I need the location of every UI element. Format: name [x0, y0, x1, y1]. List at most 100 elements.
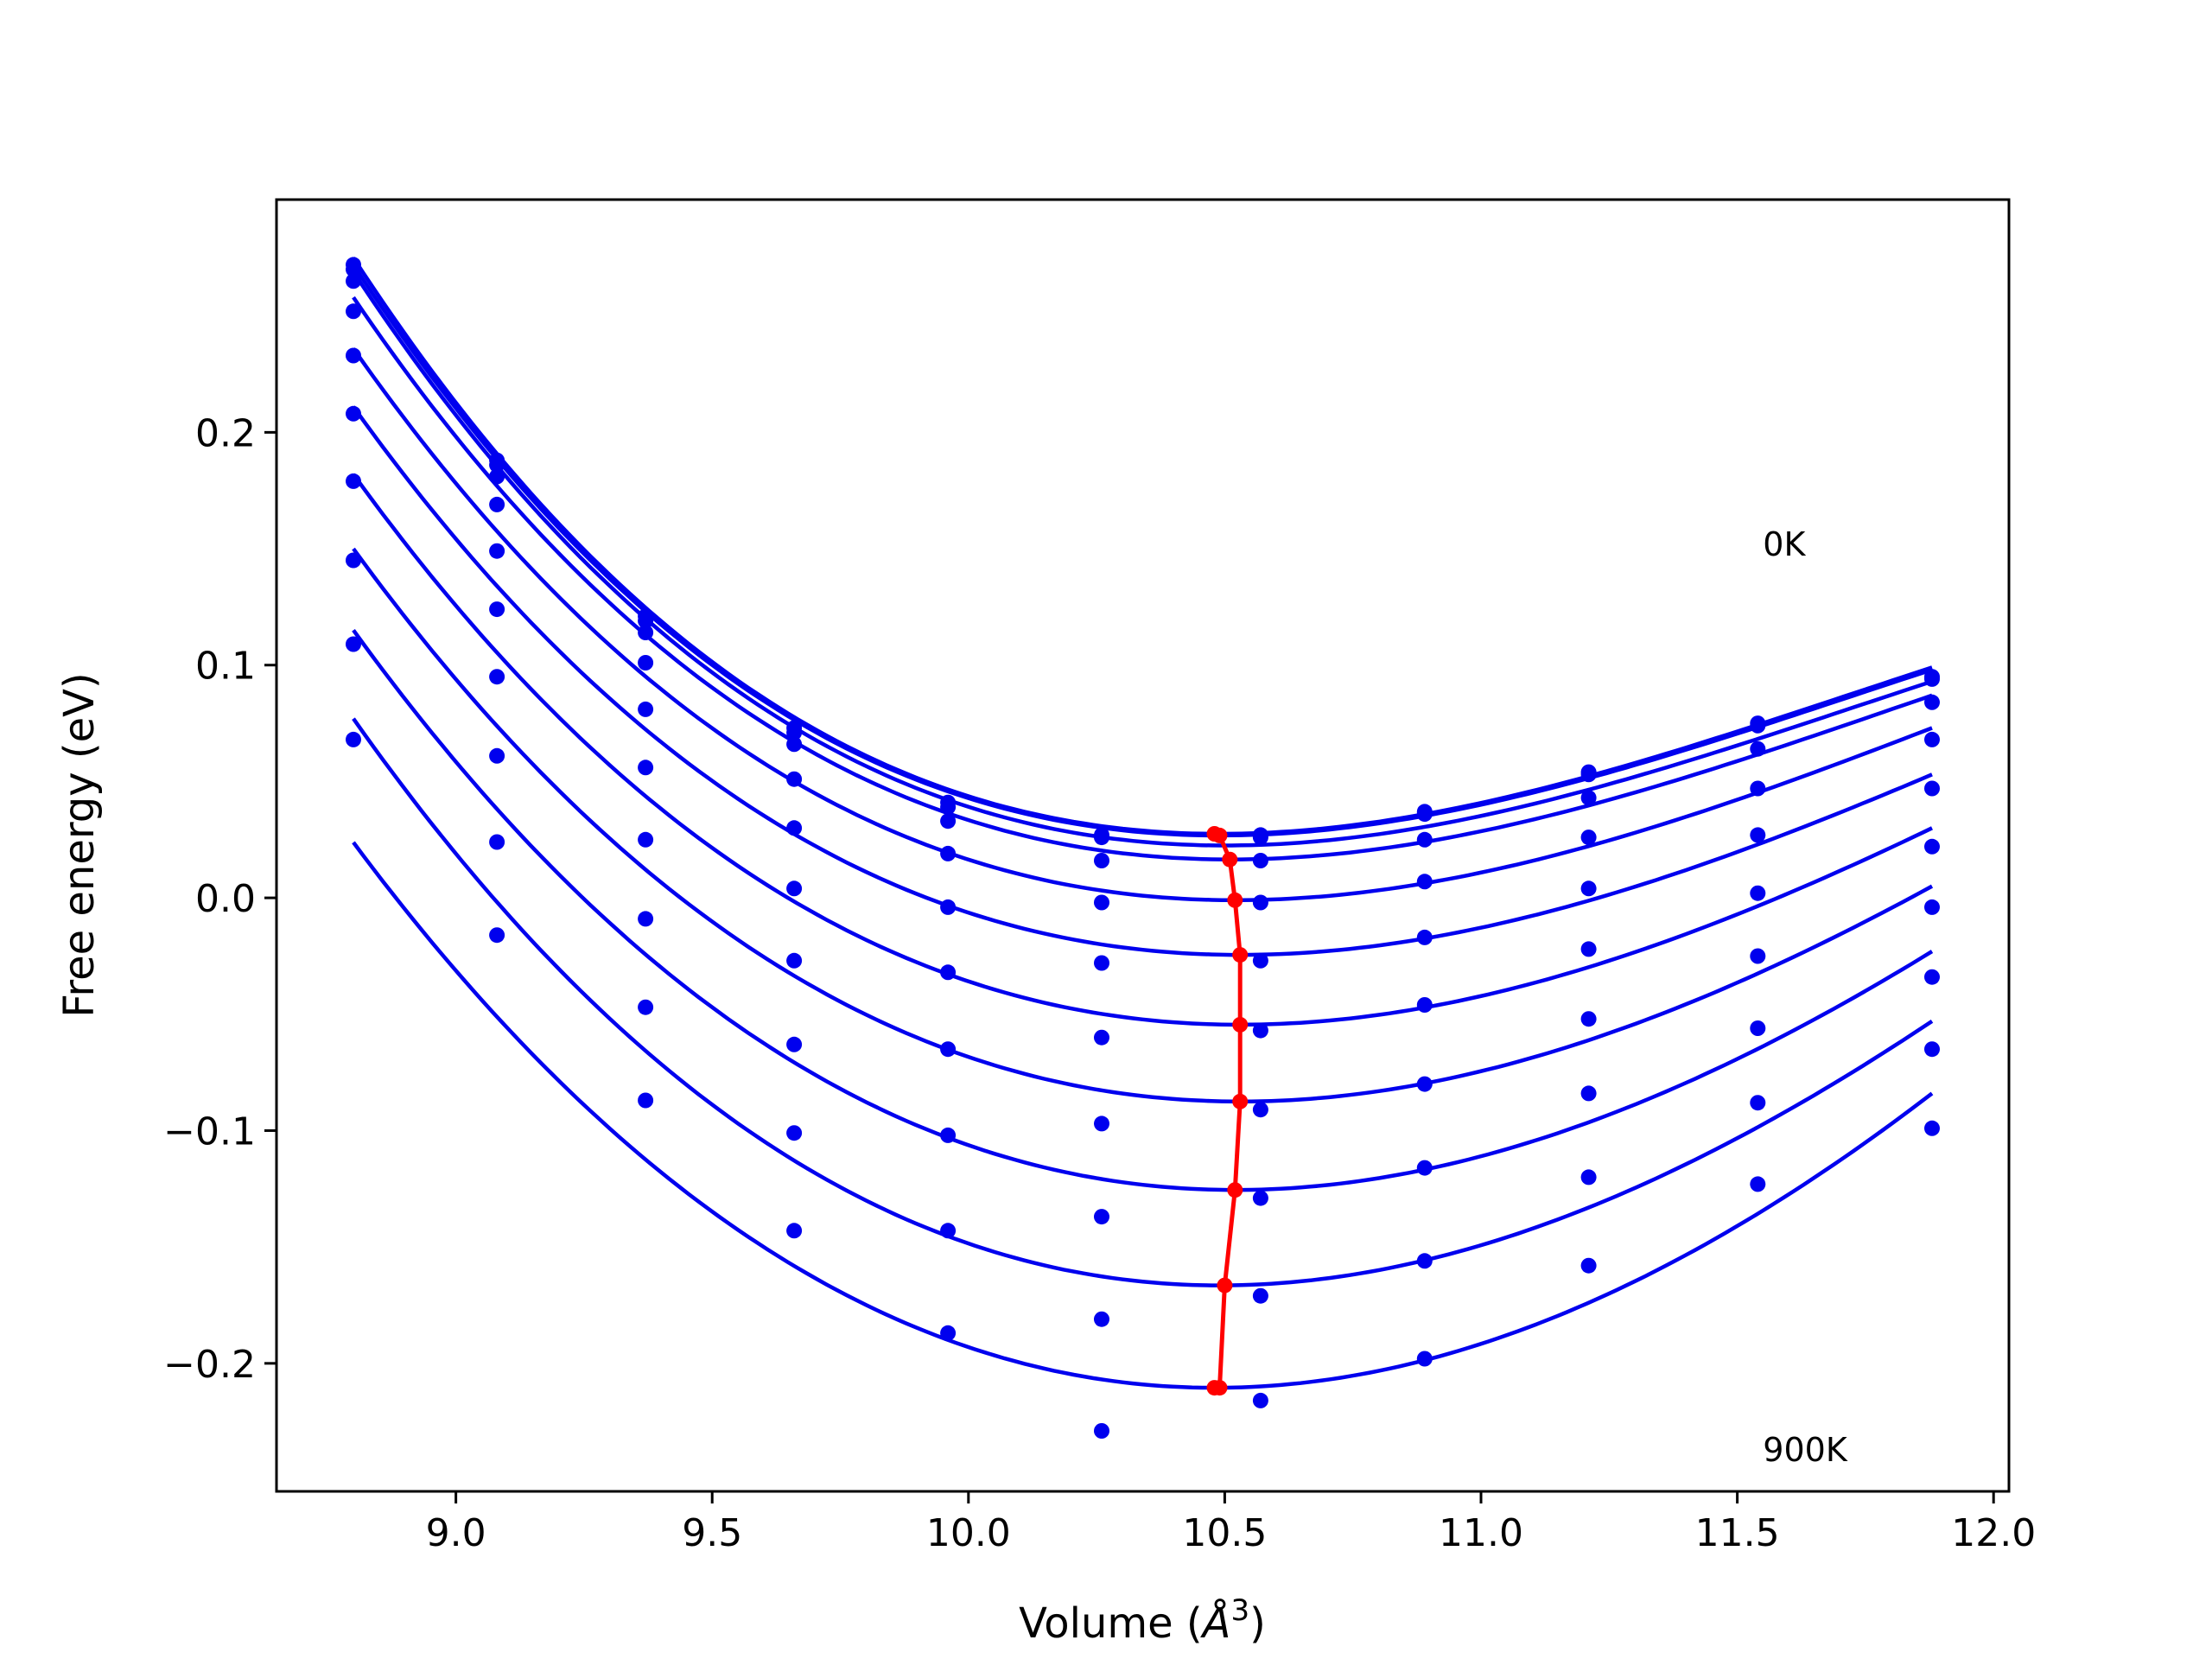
- data-point: [1580, 790, 1597, 806]
- y-tick-label: −0.2: [163, 1343, 256, 1387]
- data-point: [489, 669, 505, 685]
- data-point: [1416, 997, 1433, 1013]
- data-point: [786, 724, 803, 741]
- equilibrium-point: [1211, 827, 1228, 843]
- data-point: [940, 1223, 957, 1239]
- fit-curve-3: [352, 296, 1933, 861]
- x-tick-label: 12.0: [1951, 1511, 2036, 1555]
- y-tick-label: 0.1: [195, 645, 256, 689]
- data-point: [940, 964, 957, 981]
- data-point: [1094, 1029, 1109, 1046]
- data-point: [1416, 1253, 1433, 1269]
- data-point: [1252, 1022, 1268, 1039]
- fit-curve-8: [352, 628, 1934, 1192]
- data-point: [1252, 1392, 1268, 1408]
- data-point: [786, 1223, 803, 1239]
- data-point: [1094, 830, 1109, 846]
- data-point: [1416, 806, 1433, 823]
- data-point: [489, 468, 505, 485]
- data-point: [1924, 1041, 1940, 1058]
- data-point: [786, 736, 803, 753]
- data-point: [1416, 1076, 1433, 1092]
- data-point: [489, 834, 505, 850]
- x-axis-label: Volume (Å3): [1019, 1593, 1266, 1648]
- x-tick-label: 11.0: [1439, 1511, 1523, 1555]
- data-point: [1750, 717, 1766, 734]
- data-point: [786, 952, 803, 969]
- data-point: [940, 813, 957, 830]
- data-point: [1252, 952, 1268, 969]
- data-point: [1416, 874, 1433, 890]
- data-point: [1750, 741, 1766, 757]
- data-point: [786, 880, 803, 897]
- equilibrium-point: [1232, 1016, 1249, 1033]
- data-point: [786, 771, 803, 787]
- data-point: [1094, 1209, 1109, 1225]
- data-point: [489, 496, 505, 512]
- data-point: [1252, 1102, 1268, 1118]
- data-point: [940, 845, 957, 861]
- data-point: [346, 273, 361, 289]
- data-point: [1252, 1190, 1268, 1206]
- data-point: [1924, 899, 1940, 915]
- data-point: [940, 799, 957, 816]
- data-point: [346, 261, 361, 277]
- data-point: [1924, 694, 1940, 710]
- x-tick-label: 11.5: [1695, 1511, 1780, 1555]
- data-point: [1750, 1176, 1766, 1192]
- data-point: [786, 1125, 803, 1141]
- fit-curve-6: [352, 473, 1933, 1027]
- axes-frame: [275, 198, 2011, 1493]
- data-point: [489, 927, 505, 944]
- data-point: [1580, 880, 1597, 897]
- x-tick-label: 9.5: [682, 1511, 742, 1555]
- data-point: [346, 347, 361, 364]
- data-point: [1416, 831, 1433, 848]
- data-point: [1416, 1351, 1433, 1367]
- data-point: [1580, 830, 1597, 846]
- data-point: [638, 1092, 654, 1109]
- data-point: [1252, 1287, 1268, 1304]
- data-point: [1924, 838, 1940, 855]
- fit-curve-7: [352, 547, 1934, 1104]
- data-point: [1924, 780, 1940, 797]
- data-point: [786, 1036, 803, 1052]
- data-point: [1580, 766, 1597, 783]
- data-point: [489, 457, 505, 474]
- data-point: [638, 999, 654, 1015]
- data-point: [1750, 1095, 1766, 1111]
- data-point: [1580, 1257, 1597, 1274]
- temperature-annotation: 900K: [1763, 1431, 1848, 1469]
- data-point: [1750, 948, 1766, 964]
- fit-curve-9: [352, 717, 1934, 1287]
- x-tick-label: 10.0: [926, 1511, 1011, 1555]
- data-point: [638, 625, 654, 640]
- data-point: [1580, 1169, 1597, 1185]
- y-tick-label: −0.1: [163, 1109, 256, 1154]
- y-axis-label: Free energy (eV): [55, 672, 104, 1017]
- data-point: [638, 655, 654, 671]
- equilibrium-point: [1232, 947, 1249, 963]
- equilibrium-point: [1206, 1380, 1223, 1396]
- data-point: [638, 911, 654, 927]
- data-point: [1416, 929, 1433, 945]
- equilibrium-point: [1217, 1277, 1233, 1294]
- y-tick-label: 0.0: [195, 877, 256, 921]
- fit-curve-4: [352, 347, 1933, 903]
- data-point: [1094, 1311, 1109, 1327]
- equilibrium-point: [1232, 1093, 1249, 1109]
- x-tick-label: 9.0: [426, 1511, 486, 1555]
- fit-curve-1: [352, 264, 1933, 838]
- data-point: [1924, 969, 1940, 985]
- fit-curve-2: [352, 270, 1933, 848]
- data-point: [489, 747, 505, 764]
- temperature-annotation: 0K: [1763, 525, 1806, 563]
- data-point: [489, 543, 505, 559]
- data-point: [638, 760, 654, 776]
- data-point: [1094, 1116, 1109, 1132]
- data-point: [940, 1325, 957, 1341]
- data-point: [1094, 894, 1109, 911]
- equilibrium-point: [1227, 892, 1243, 908]
- data-point: [1094, 955, 1109, 971]
